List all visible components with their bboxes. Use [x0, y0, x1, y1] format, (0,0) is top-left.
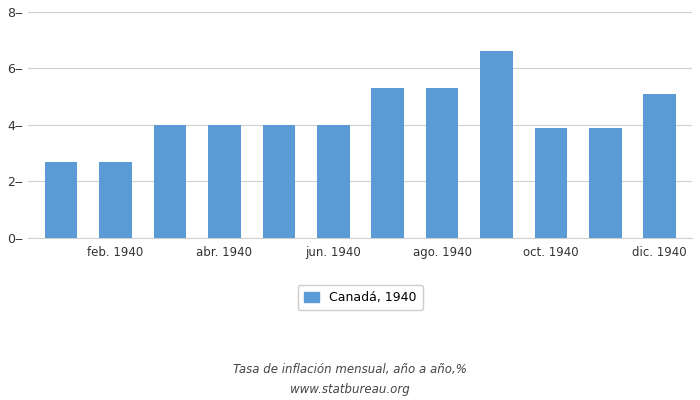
Bar: [643, 94, 676, 238]
Bar: [154, 125, 186, 238]
Bar: [317, 125, 349, 238]
Bar: [589, 128, 622, 238]
Bar: [426, 88, 458, 238]
Bar: [371, 88, 404, 238]
Bar: [262, 125, 295, 238]
Bar: [45, 162, 78, 238]
Bar: [480, 52, 513, 238]
Bar: [208, 125, 241, 238]
Text: www.statbureau.org: www.statbureau.org: [290, 384, 410, 396]
Text: Tasa de inflación mensual, año a año,%: Tasa de inflación mensual, año a año,%: [233, 364, 467, 376]
Bar: [535, 128, 567, 238]
Bar: [99, 162, 132, 238]
Legend: Canadá, 1940: Canadá, 1940: [298, 285, 423, 310]
